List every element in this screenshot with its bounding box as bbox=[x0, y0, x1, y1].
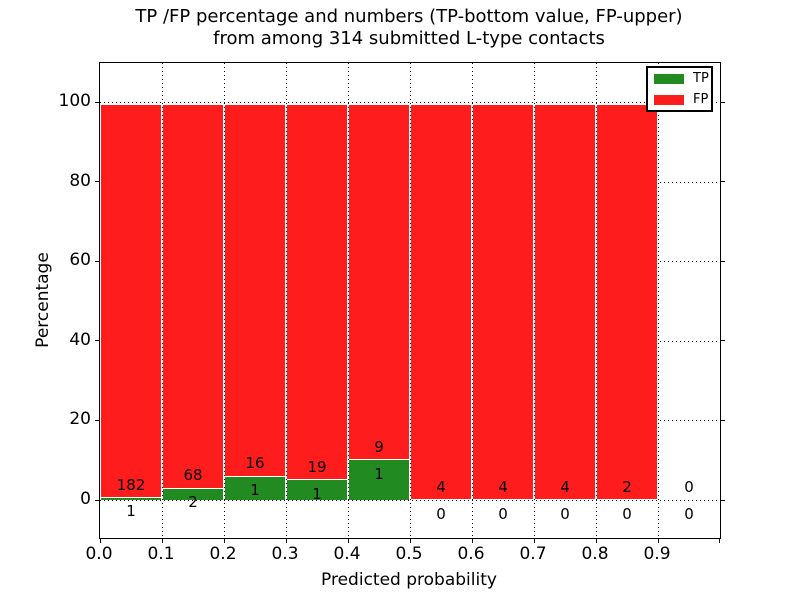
y-tick bbox=[721, 181, 725, 183]
gridline-v bbox=[162, 63, 163, 538]
plot-area: 182 1 68 2 16 1 19 1 9 1 4 0 4 0 4 0 2 0 0 0 bbox=[95, 62, 725, 543]
y-tick-label: 20 bbox=[69, 409, 91, 430]
tp-count-label: 1 bbox=[126, 502, 136, 521]
fp-count-label: 19 bbox=[307, 457, 327, 476]
bar-tp bbox=[348, 460, 410, 500]
tp-count-label: 0 bbox=[684, 504, 694, 523]
x-tick-label: 0.2 bbox=[209, 544, 237, 564]
gridline-v bbox=[224, 63, 225, 538]
gridline-v bbox=[348, 63, 349, 538]
gridline-v bbox=[534, 63, 535, 538]
fp-count-label: 4 bbox=[560, 477, 570, 496]
x-tick bbox=[162, 539, 163, 543]
x-tick bbox=[348, 539, 349, 543]
x-tick bbox=[286, 539, 287, 543]
gridline-v bbox=[410, 63, 411, 538]
y-tick bbox=[95, 260, 99, 262]
y-tick bbox=[95, 181, 99, 183]
y-tick-label: 100 bbox=[58, 91, 91, 111]
x-tick-label: 0.9 bbox=[643, 544, 671, 564]
fp-count-label: 68 bbox=[183, 466, 203, 485]
x-tick-label: 0.6 bbox=[457, 544, 485, 564]
tp-count-label: 1 bbox=[312, 484, 322, 503]
gridline-v bbox=[658, 63, 659, 538]
x-tick bbox=[100, 539, 101, 543]
y-tick bbox=[95, 101, 99, 103]
y-tick-label: 0 bbox=[80, 489, 91, 509]
y-tick bbox=[95, 340, 99, 342]
x-tick-label: 0.5 bbox=[395, 544, 423, 564]
x-tick bbox=[658, 539, 659, 543]
y-tick bbox=[95, 419, 99, 421]
y-tick bbox=[721, 340, 725, 342]
bar-tp bbox=[100, 497, 162, 500]
fp-count-label: 4 bbox=[498, 477, 508, 496]
tp-count-label: 0 bbox=[436, 504, 446, 523]
bar-fp bbox=[410, 104, 472, 500]
legend: TP FP bbox=[646, 66, 713, 112]
fp-count-label: 182 bbox=[116, 475, 146, 494]
y-tick bbox=[721, 419, 725, 421]
x-tick-label: 0.1 bbox=[147, 544, 175, 564]
legend-label-tp: TP bbox=[693, 70, 709, 86]
legend-item-fp: FP bbox=[648, 89, 711, 110]
y-tick bbox=[721, 101, 725, 103]
tp-count-label: 0 bbox=[498, 504, 508, 523]
tp-count-label: 0 bbox=[560, 504, 570, 523]
chart-title-line2: from among 314 submitted L-type contacts bbox=[213, 28, 605, 49]
y-tick bbox=[721, 499, 725, 501]
bar-fp bbox=[162, 104, 224, 489]
y-tick bbox=[721, 260, 725, 262]
bar-fp bbox=[348, 104, 410, 461]
bar-fp bbox=[596, 104, 658, 500]
bar-fp bbox=[286, 104, 348, 481]
legend-label-fp: FP bbox=[693, 91, 709, 107]
y-tick-label: 40 bbox=[69, 329, 91, 350]
gridline-v bbox=[286, 63, 287, 538]
fp-count-label: 16 bbox=[245, 454, 265, 473]
tp-count-label: 1 bbox=[250, 481, 260, 500]
tp-count-label: 1 bbox=[374, 464, 384, 483]
x-tick bbox=[534, 539, 535, 543]
x-tick-label: 0.0 bbox=[85, 544, 113, 564]
y-tick bbox=[95, 499, 99, 501]
x-axis-label: Predicted probability bbox=[321, 570, 497, 590]
x-tick-label: 0.4 bbox=[333, 544, 361, 564]
x-tick bbox=[596, 539, 597, 543]
bar-fp bbox=[224, 104, 286, 477]
fp-count-label: 0 bbox=[684, 477, 694, 496]
chart-title-line1: TP /FP percentage and numbers (TP-bottom… bbox=[135, 6, 683, 27]
chart-title: TP /FP percentage and numbers (TP-bottom… bbox=[99, 6, 719, 50]
fp-count-label: 9 bbox=[374, 438, 384, 457]
y-tick-label: 80 bbox=[69, 170, 91, 191]
x-tick-label: 0.3 bbox=[271, 544, 299, 564]
x-tick-label: 0.8 bbox=[581, 544, 609, 564]
x-tick bbox=[410, 539, 411, 543]
fp-count-label: 4 bbox=[436, 477, 446, 496]
bar-fp bbox=[472, 104, 534, 500]
tp-count-label: 2 bbox=[188, 493, 198, 512]
y-tick-label: 60 bbox=[69, 250, 91, 271]
legend-swatch-tp bbox=[654, 73, 684, 84]
bar-fp bbox=[100, 104, 162, 498]
gridline-v bbox=[596, 63, 597, 538]
x-tick bbox=[224, 539, 225, 543]
y-axis-label: Percentage bbox=[33, 252, 53, 348]
legend-swatch-fp bbox=[654, 94, 684, 105]
gridline-v bbox=[472, 63, 473, 538]
fp-count-label: 2 bbox=[622, 477, 632, 496]
x-tick bbox=[472, 539, 473, 543]
tp-count-label: 0 bbox=[622, 504, 632, 523]
legend-item-tp: TP bbox=[648, 68, 711, 89]
x-tick-label: 0.7 bbox=[519, 544, 547, 564]
x-tick bbox=[719, 539, 720, 543]
bar-fp bbox=[534, 104, 596, 500]
